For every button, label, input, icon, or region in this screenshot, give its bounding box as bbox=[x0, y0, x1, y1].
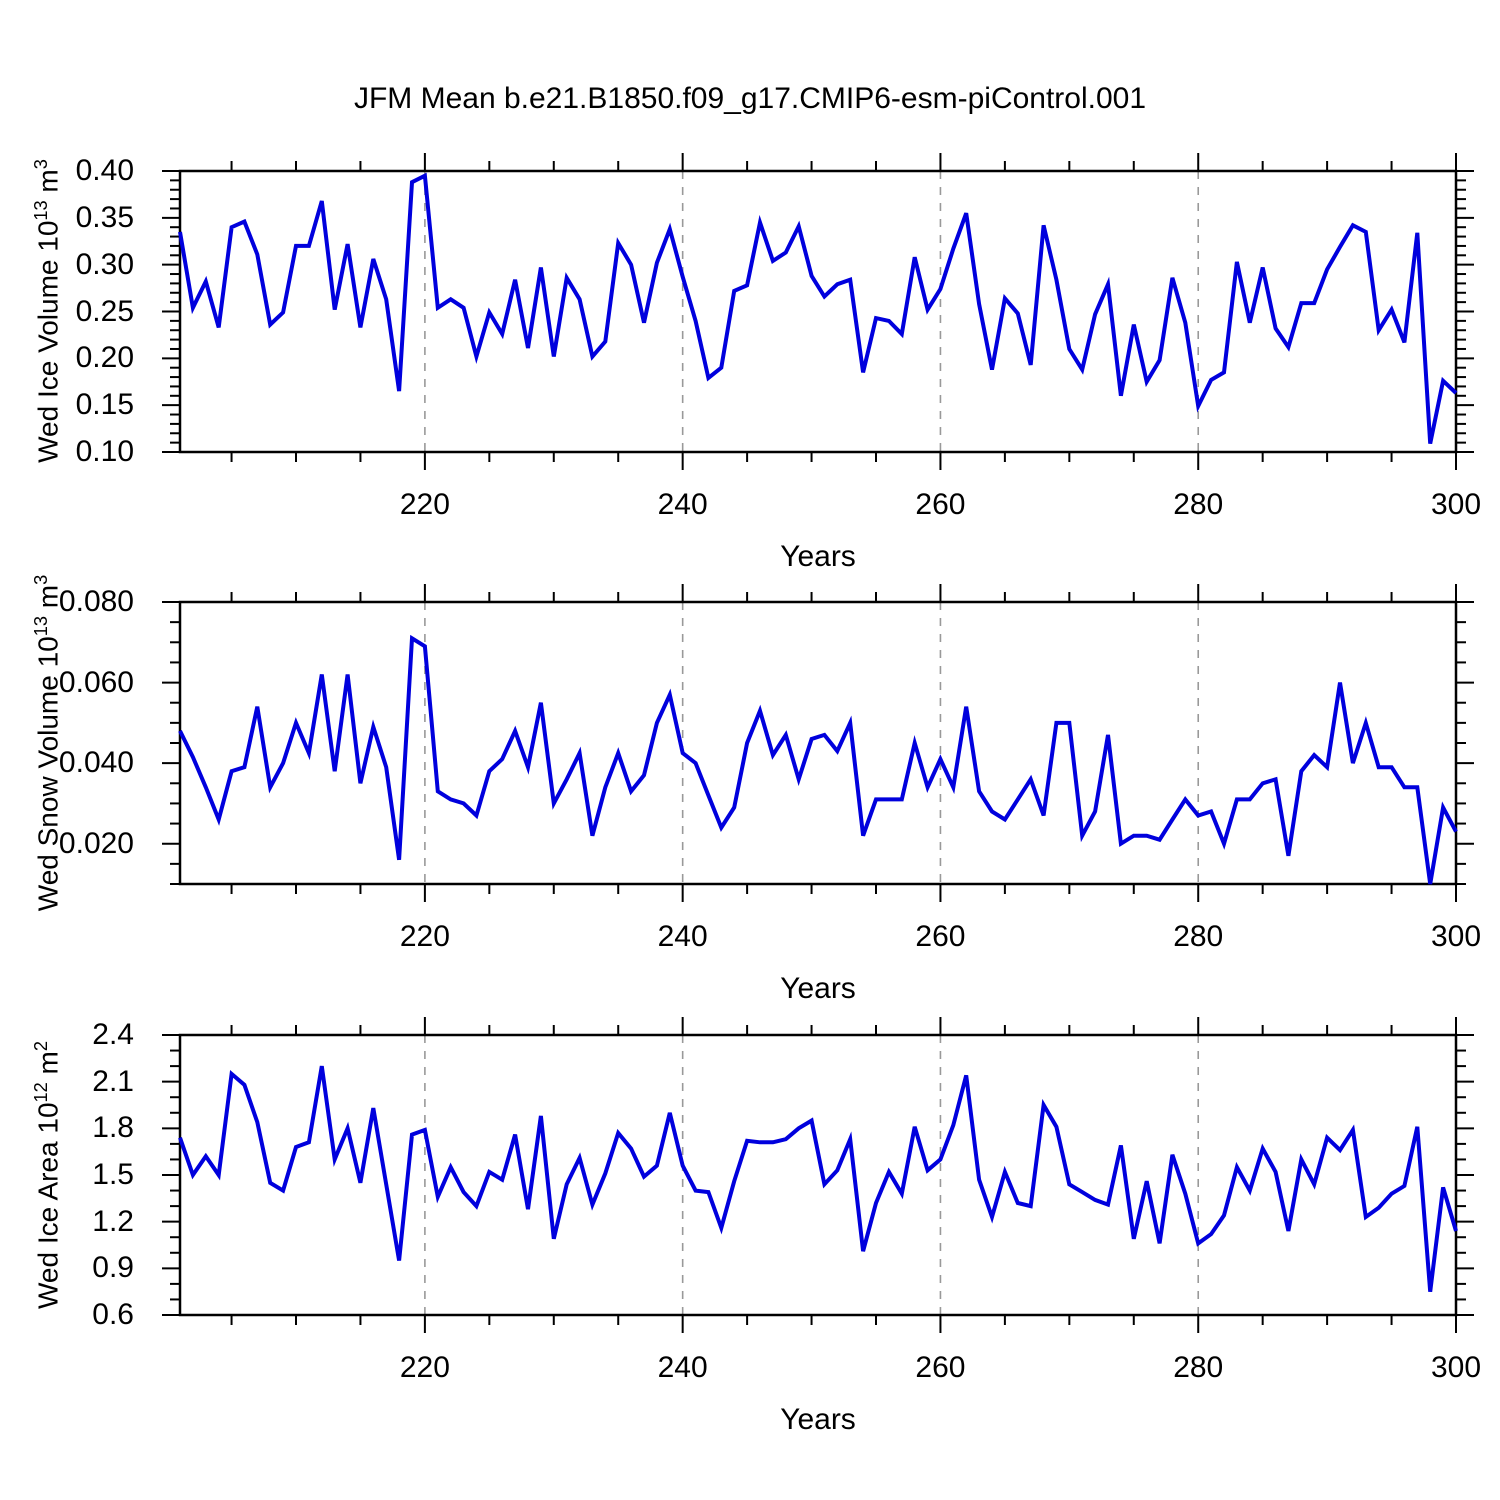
y-tick-label: 2.4 bbox=[92, 1018, 134, 1051]
y-axis-label-exponent: 13 bbox=[31, 616, 51, 637]
y-tick-label: 1.5 bbox=[92, 1158, 134, 1191]
x-tick-label: 280 bbox=[1173, 488, 1224, 521]
y-tick-label: 0.15 bbox=[75, 388, 134, 422]
y-tick-label: 0.020 bbox=[58, 826, 134, 860]
x-axis-label-panel-3: Years bbox=[780, 1403, 856, 1436]
x-tick-label: 260 bbox=[915, 1351, 966, 1384]
x-axis-label-panel-2: Years bbox=[780, 972, 856, 1005]
panel-frame bbox=[178, 1033, 1458, 1317]
panel-frame bbox=[178, 169, 1458, 454]
y-tick-label: 0.080 bbox=[58, 585, 134, 618]
plot-title: JFM Mean b.e21.B1850.f09_g17.CMIP6-esm-p… bbox=[353, 82, 1147, 115]
x-tick-label: 280 bbox=[1173, 920, 1224, 953]
y-tick-label: 0.6 bbox=[92, 1298, 134, 1331]
x-tick-label: 260 bbox=[915, 488, 966, 521]
data-line-wed-snow-volume bbox=[178, 634, 1458, 885]
x-axis-label-panel-1: Years bbox=[780, 540, 856, 573]
x-tick-label: 300 bbox=[1430, 488, 1482, 521]
x-tick-label: 220 bbox=[399, 920, 450, 953]
x-tick-label: 240 bbox=[657, 488, 708, 521]
x-tick-label: 240 bbox=[657, 1351, 708, 1384]
y-tick-label: 0.30 bbox=[75, 247, 134, 281]
x-tick-label: 280 bbox=[1173, 1351, 1224, 1384]
x-tick-label: 300 bbox=[1430, 1351, 1482, 1384]
y-tick-label: 1.2 bbox=[92, 1204, 134, 1238]
y-tick-label: 0.9 bbox=[92, 1251, 134, 1285]
x-tick-label: 220 bbox=[399, 1351, 450, 1384]
y-axis-label-unit-exponent: 3 bbox=[31, 574, 51, 585]
data-line-wed-ice-volume bbox=[178, 172, 1458, 445]
y-tick-label: 0.040 bbox=[58, 746, 134, 780]
x-tick-label: 300 bbox=[1430, 920, 1482, 953]
y-tick-label: 1.8 bbox=[92, 1111, 134, 1145]
y-tick-label: 0.10 bbox=[75, 435, 134, 468]
x-tick-label: 260 bbox=[915, 920, 966, 953]
y-tick-label: 0.35 bbox=[75, 200, 134, 234]
data-line-wed-ice-area bbox=[178, 1065, 1458, 1292]
y-tick-label: 0.060 bbox=[58, 665, 134, 699]
x-tick-label: 240 bbox=[657, 920, 708, 953]
y-axis-label-snow-volume: Wed Snow Volume 1013 m3 bbox=[24, 575, 65, 911]
y-tick-label: 0.40 bbox=[75, 154, 134, 187]
y-tick-label: 0.20 bbox=[75, 341, 134, 375]
x-tick-label: 220 bbox=[399, 488, 450, 521]
y-tick-label: 2.1 bbox=[92, 1064, 134, 1098]
y-tick-label: 0.25 bbox=[75, 294, 134, 328]
